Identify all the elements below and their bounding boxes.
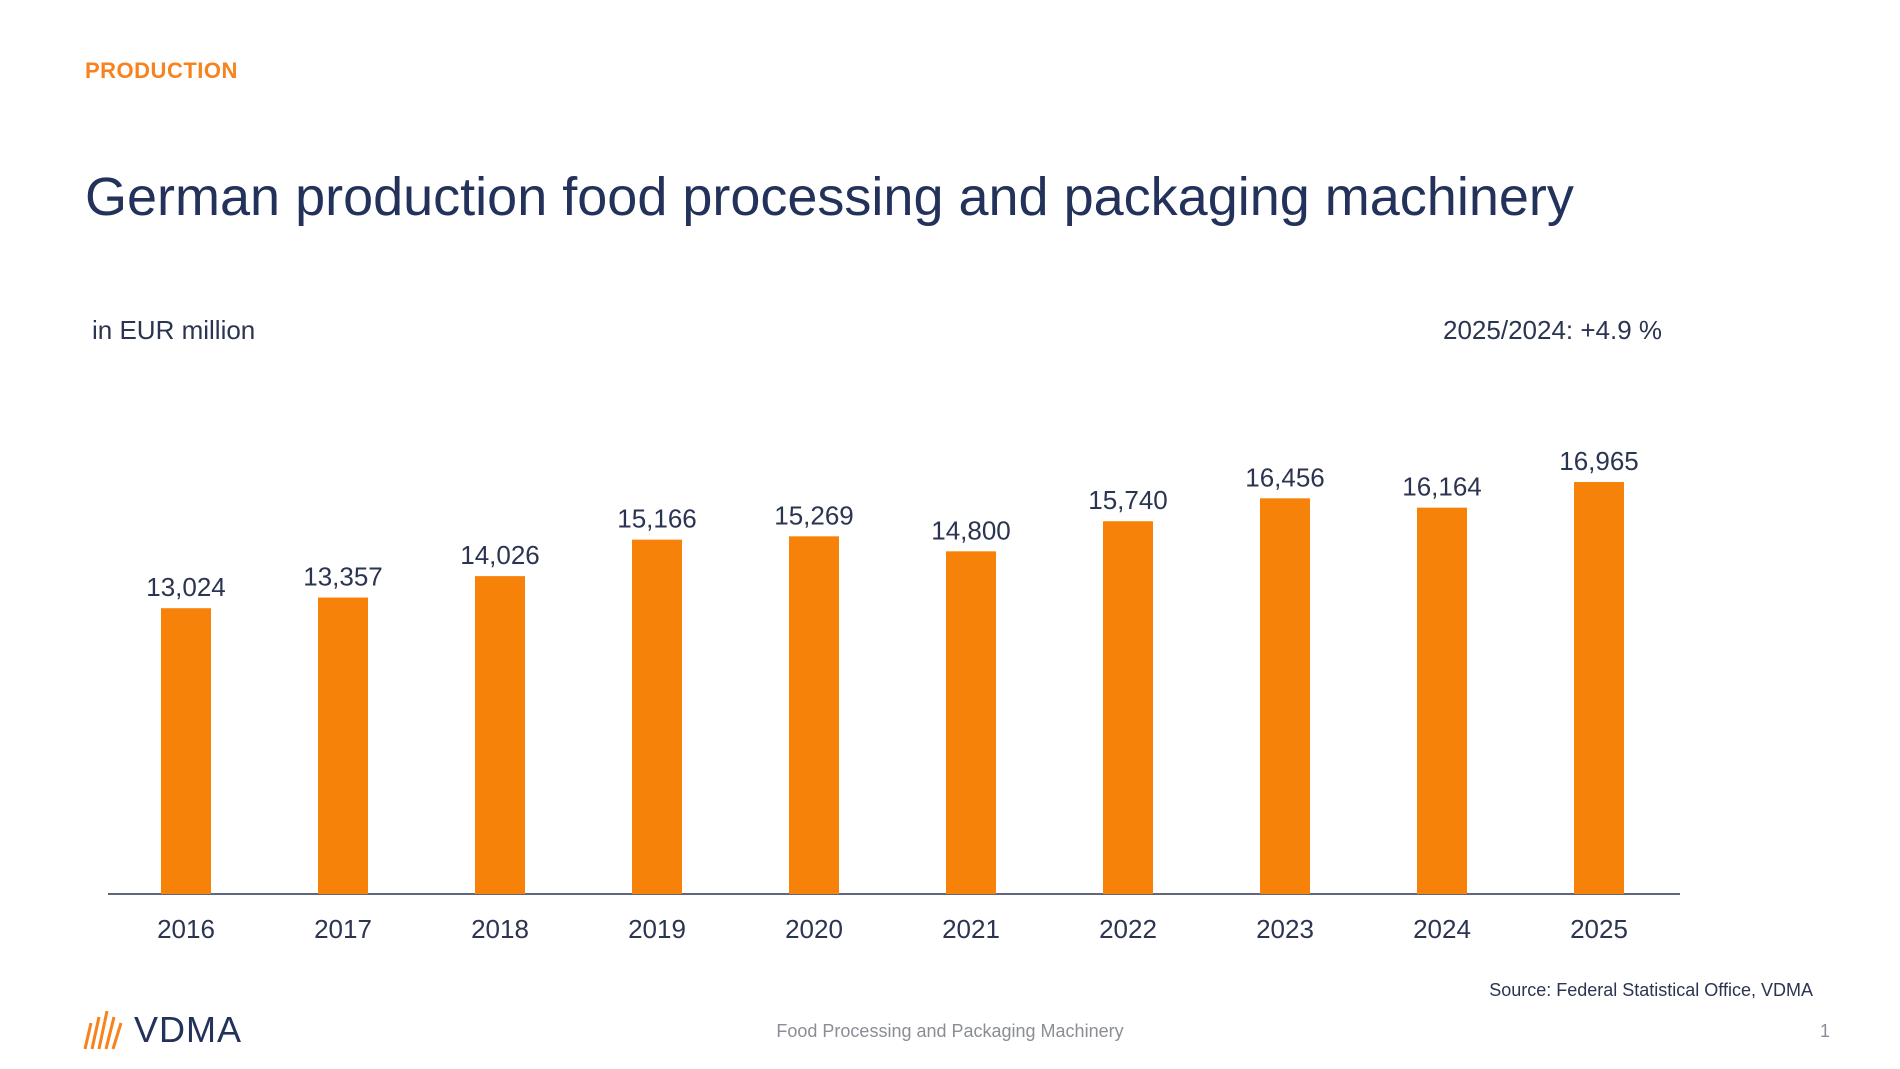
data-label-2024: 16,164 [1402, 472, 1482, 502]
x-tick-label-2019: 2019 [628, 914, 686, 944]
footer-title: Food Processing and Packaging Machinery [776, 1021, 1124, 1041]
vdma-logo: VDMA [82, 1008, 242, 1052]
vdma-logo-icon [83, 1010, 123, 1050]
bar-2018 [475, 576, 525, 894]
bar-2023 [1260, 498, 1310, 894]
bar-2021 [946, 551, 996, 894]
vdma-logo-text: VDMA [134, 1009, 243, 1050]
bar-2020 [789, 536, 839, 894]
x-tick-label-2021: 2021 [942, 914, 1000, 944]
x-tick-label-2018: 2018 [471, 914, 529, 944]
x-tick-label-2023: 2023 [1256, 914, 1314, 944]
page-number: 1 [1819, 1021, 1830, 1041]
data-label-2018: 14,026 [460, 540, 540, 570]
bar-2017 [318, 597, 368, 894]
data-label-2019: 15,166 [617, 504, 697, 534]
x-tick-label-2017: 2017 [314, 914, 372, 944]
x-tick-label-2022: 2022 [1099, 914, 1157, 944]
data-label-2021: 14,800 [931, 515, 1011, 545]
bar-2024 [1417, 507, 1467, 894]
section-label: PRODUCTION [85, 58, 238, 83]
x-tick-label-2020: 2020 [785, 914, 843, 944]
source-note: Source: Federal Statistical Office, VDMA [1489, 980, 1813, 1000]
data-label-2016: 13,024 [146, 572, 226, 602]
x-tick-label-2024: 2024 [1413, 914, 1471, 944]
x-tick-label-2025: 2025 [1570, 914, 1628, 944]
x-tick-label-2016: 2016 [157, 914, 215, 944]
data-label-2023: 16,456 [1245, 462, 1325, 492]
bar-2016 [161, 608, 211, 894]
data-label-2022: 15,740 [1088, 485, 1168, 515]
data-label-2025: 16,965 [1559, 446, 1639, 476]
data-label-2020: 15,269 [774, 500, 854, 530]
page-title: German production food processing and pa… [85, 167, 1574, 227]
bar-2025 [1574, 482, 1624, 894]
unit-label: in EUR million [92, 315, 256, 345]
change-label: 2025/2024: +4.9 % [1443, 315, 1663, 345]
data-label-2017: 13,357 [303, 562, 383, 592]
bar-2022 [1103, 521, 1153, 894]
bar-2019 [632, 539, 682, 894]
bar-chart: 13,024 2016 13,357 2017 14,026 2018 15,166 2019… [108, 446, 1680, 944]
